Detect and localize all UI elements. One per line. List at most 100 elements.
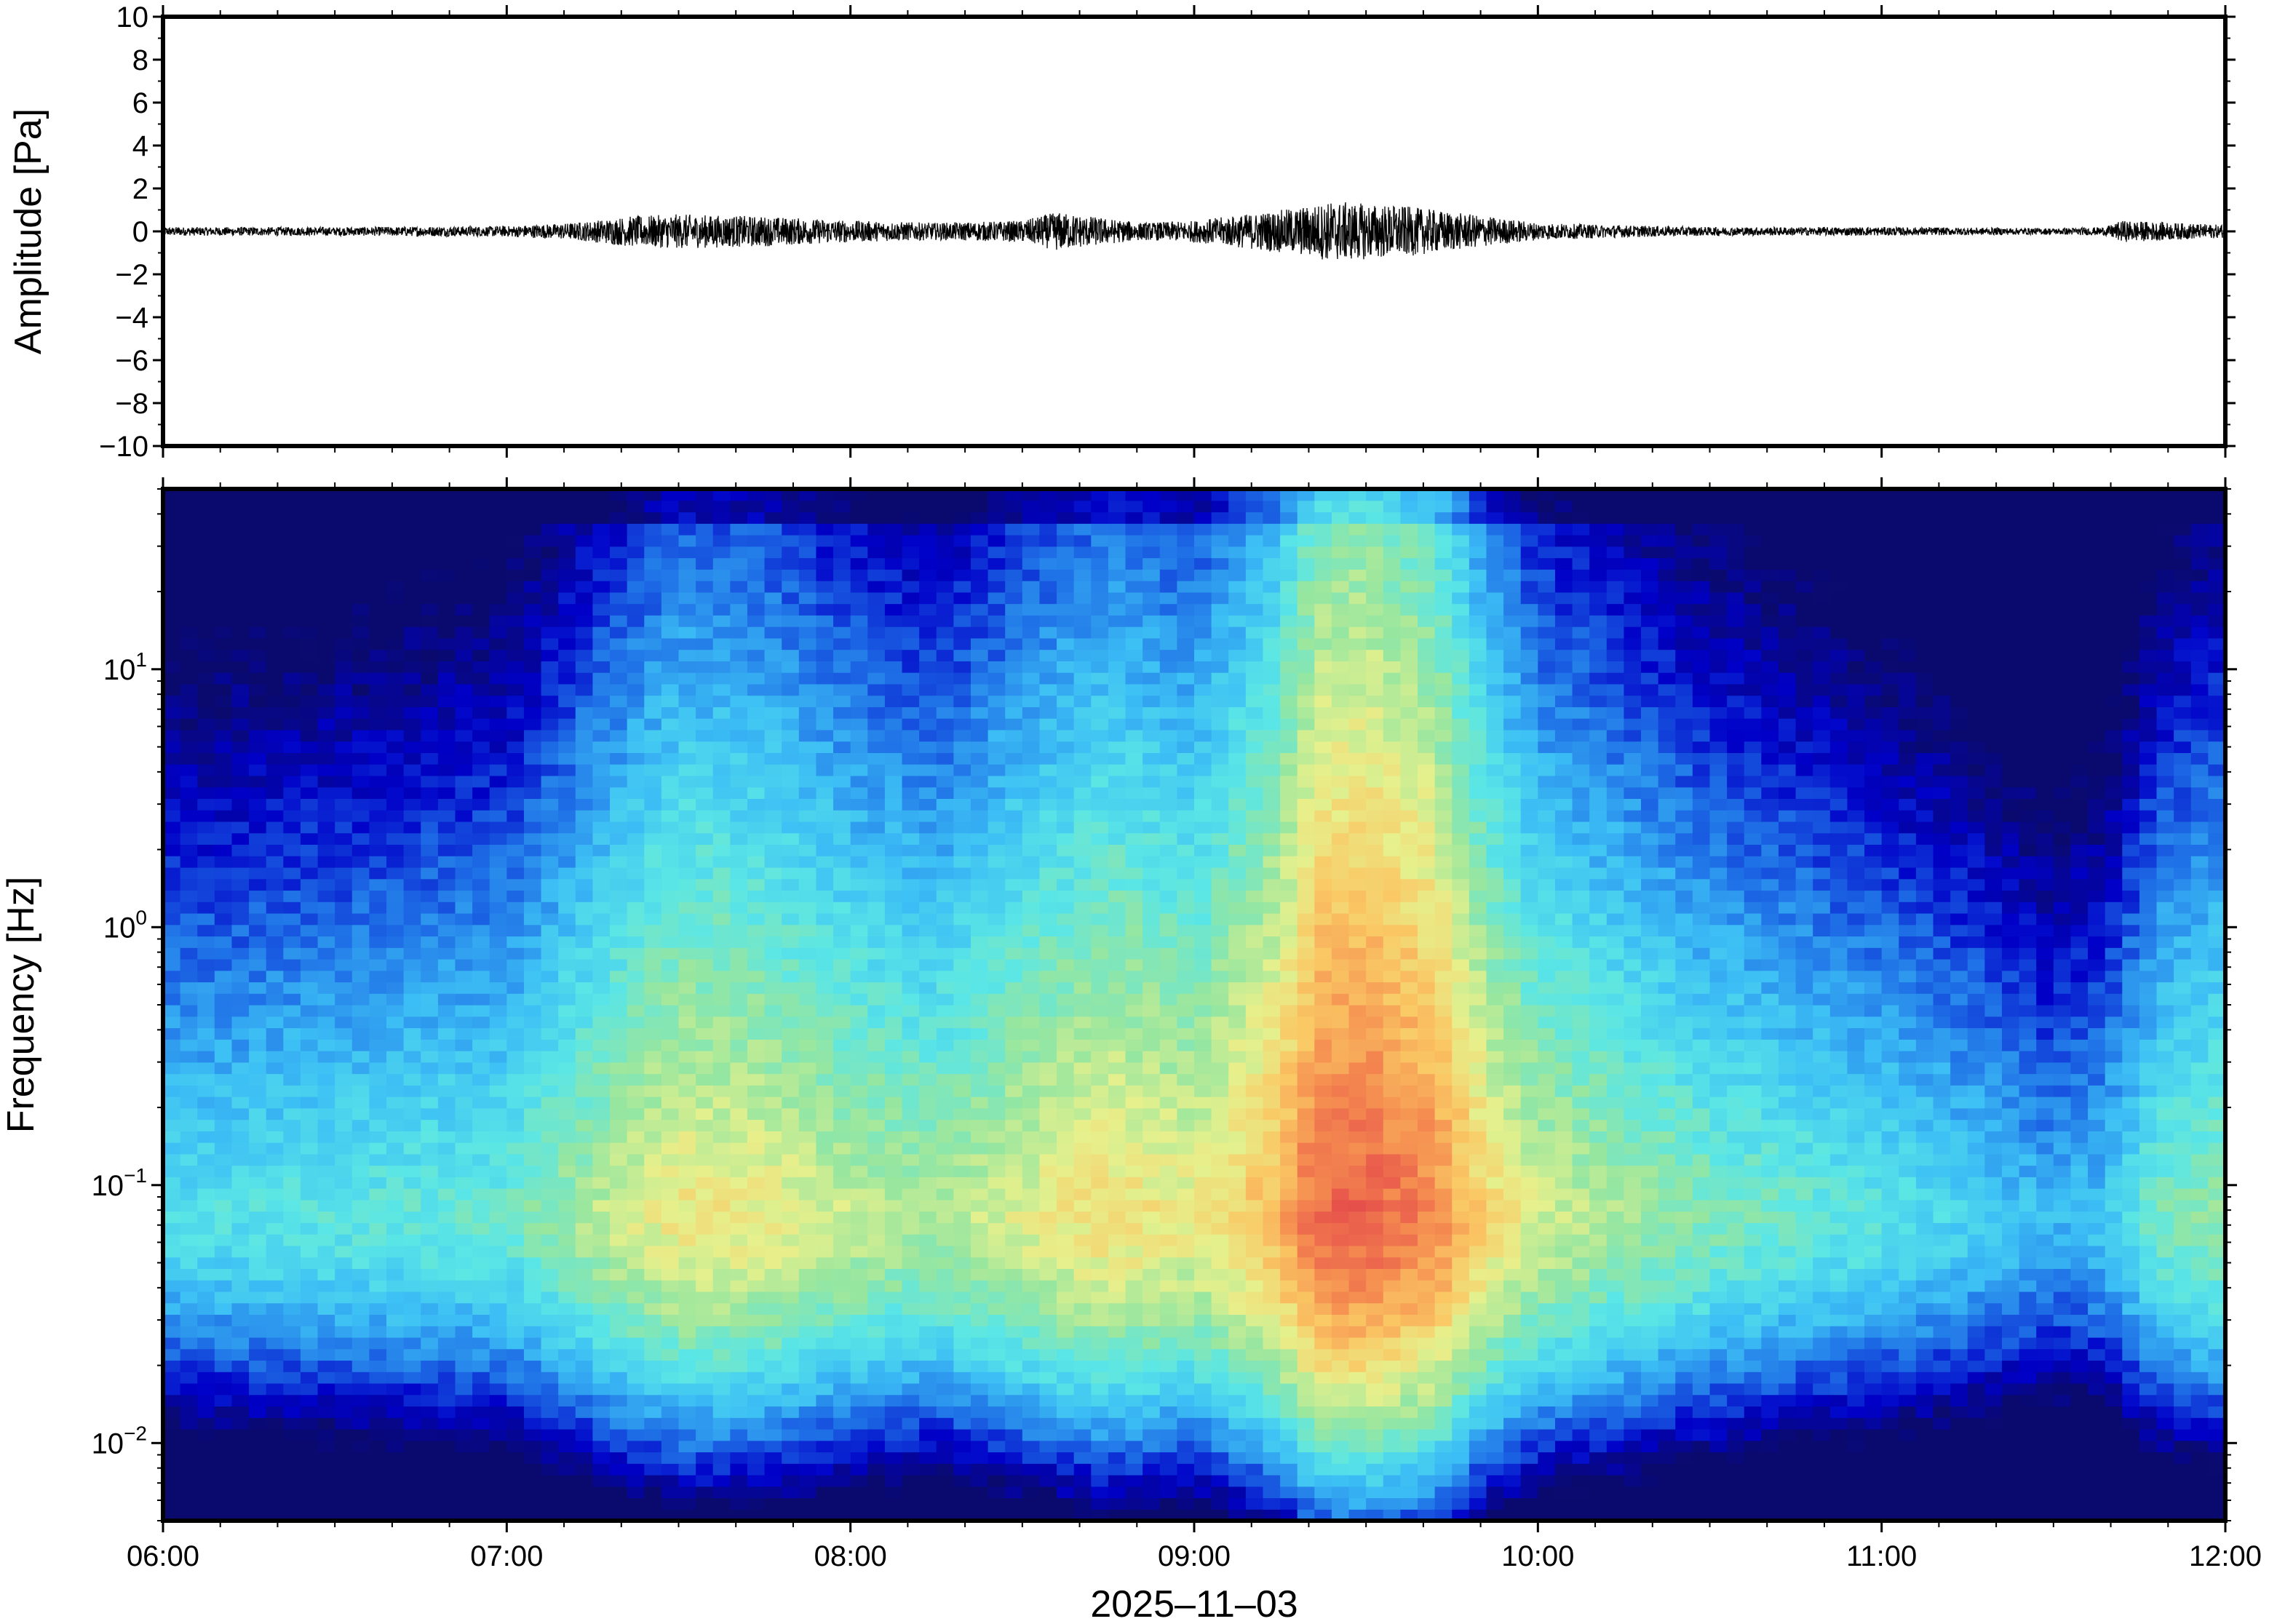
spectrogram-cell bbox=[351, 1085, 370, 1097]
spectrogram-cell bbox=[592, 970, 611, 983]
spectrogram-cell bbox=[541, 1096, 559, 1109]
spectrogram-cell bbox=[610, 523, 628, 536]
spectrogram-cell bbox=[523, 535, 542, 547]
spectrogram-cell bbox=[575, 1153, 594, 1166]
spectrogram-cell bbox=[421, 1509, 439, 1521]
spectrogram-cell bbox=[351, 1372, 370, 1384]
spectrogram-cell bbox=[884, 1509, 903, 1521]
spectrogram-cell bbox=[283, 947, 301, 960]
spectrogram-cell bbox=[592, 1337, 611, 1350]
spectrogram-cell bbox=[283, 832, 301, 845]
spectrogram-cell bbox=[455, 810, 473, 822]
spectrogram-cell bbox=[953, 947, 971, 960]
spectrogram-cell bbox=[506, 1188, 525, 1201]
spectrogram-cell bbox=[386, 603, 405, 616]
spectrogram-cell bbox=[627, 546, 645, 559]
spectrogram-cell bbox=[489, 1165, 507, 1177]
spectrogram-cell bbox=[712, 810, 731, 822]
spectrogram-cell bbox=[197, 1348, 215, 1361]
spectrogram-cell bbox=[696, 1360, 714, 1372]
spectrogram-cell bbox=[455, 924, 473, 937]
spectrogram-cell bbox=[936, 1027, 954, 1040]
spectrogram-cell bbox=[317, 557, 335, 570]
spectrogram-cell bbox=[369, 1177, 387, 1189]
spectrogram-cell bbox=[1057, 1211, 1075, 1223]
spectrogram-cell bbox=[506, 1257, 525, 1269]
spectrogram-cell bbox=[816, 1474, 834, 1487]
spectrogram-cell bbox=[747, 1005, 766, 1017]
spectrogram-cell bbox=[988, 1474, 1006, 1487]
spectrogram-cell bbox=[816, 741, 834, 753]
spectrogram-cell bbox=[712, 1039, 731, 1051]
spectrogram-cell bbox=[335, 1085, 353, 1097]
spectrogram-cell bbox=[231, 1394, 250, 1407]
spectrogram-cell bbox=[644, 1348, 662, 1361]
spectrogram-cell bbox=[816, 1199, 834, 1212]
spectrogram-cell bbox=[592, 1497, 611, 1510]
spectrogram-cell bbox=[661, 1509, 680, 1521]
spectrogram-cell bbox=[884, 649, 903, 661]
spectrogram-cell bbox=[884, 1474, 903, 1487]
spectrogram-cell bbox=[678, 1005, 696, 1017]
spectrogram-cell bbox=[1057, 1452, 1075, 1464]
spectrogram-cell bbox=[472, 649, 490, 661]
spectrogram-cell bbox=[421, 1234, 439, 1246]
spectrogram-cell bbox=[541, 787, 559, 799]
spectrogram-cell bbox=[421, 615, 439, 627]
spectrogram-cell bbox=[437, 718, 456, 731]
spectrogram-cell bbox=[988, 1360, 1006, 1372]
spectrogram-cell bbox=[970, 912, 989, 926]
spectrogram-cell bbox=[661, 535, 680, 547]
spectrogram-cell bbox=[231, 947, 250, 960]
spectrogram-cell bbox=[455, 1027, 473, 1040]
spectrogram-cell bbox=[696, 752, 714, 765]
spectrogram-cell bbox=[575, 1142, 594, 1155]
spectrogram-cell bbox=[696, 924, 714, 937]
spectrogram-cell bbox=[644, 936, 662, 948]
spectrogram-cell bbox=[678, 489, 696, 501]
spectrogram-cell bbox=[266, 1027, 284, 1040]
spectrogram-cell bbox=[214, 581, 233, 593]
spectrogram-cell bbox=[902, 683, 920, 696]
spectrogram-cell bbox=[970, 1406, 989, 1418]
spectrogram-cell bbox=[730, 1096, 748, 1109]
spectrogram-cell bbox=[1022, 1474, 1041, 1487]
spectrogram-cell bbox=[884, 626, 903, 639]
spectrogram-cell bbox=[1039, 752, 1057, 765]
spectrogram-cell bbox=[197, 912, 215, 926]
spectrogram-cell bbox=[1022, 661, 1041, 673]
spectrogram-cell bbox=[970, 1005, 989, 1017]
spectrogram-cell bbox=[764, 1360, 782, 1372]
spectrogram-cell bbox=[421, 695, 439, 707]
spectrogram-cell bbox=[472, 1119, 490, 1131]
spectrogram-cell bbox=[833, 683, 851, 696]
spectrogram-cell bbox=[1073, 1291, 1092, 1304]
spectrogram-cell bbox=[816, 637, 834, 650]
spectrogram-cell bbox=[867, 1016, 886, 1029]
spectrogram-cell bbox=[610, 1360, 628, 1372]
spectrogram-cell bbox=[1039, 1302, 1057, 1315]
spectrogram-cell bbox=[730, 993, 748, 1006]
spectrogram-cell bbox=[455, 1257, 473, 1269]
spectrogram-cell bbox=[163, 1211, 181, 1223]
spectrogram-cell bbox=[730, 649, 748, 661]
spectrogram-cell bbox=[506, 489, 525, 501]
spectrogram-cell bbox=[764, 1326, 782, 1338]
spectrogram-cell bbox=[163, 1051, 181, 1063]
spectrogram-cell bbox=[936, 844, 954, 856]
spectrogram-cell bbox=[1073, 982, 1092, 994]
spectrogram-cell bbox=[266, 569, 284, 581]
spectrogram-cell bbox=[506, 1463, 525, 1476]
spectrogram-cell bbox=[936, 1509, 954, 1521]
spectrogram-cell bbox=[1022, 1302, 1041, 1315]
spectrogram-cell bbox=[541, 1016, 559, 1029]
spectrogram-cell bbox=[1039, 1085, 1057, 1097]
spectrogram-cell bbox=[592, 1027, 611, 1040]
spectrogram-cell bbox=[214, 856, 233, 868]
spectrogram-cell bbox=[489, 878, 507, 891]
spectrogram-cell bbox=[902, 1188, 920, 1201]
spectrogram-cell bbox=[661, 741, 680, 753]
spectrogram-cell bbox=[661, 924, 680, 937]
spectrogram-cell bbox=[575, 775, 594, 788]
spectrogram-cell bbox=[249, 626, 267, 639]
